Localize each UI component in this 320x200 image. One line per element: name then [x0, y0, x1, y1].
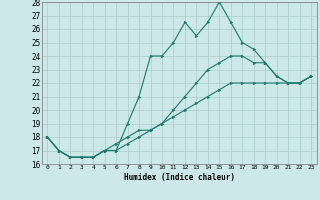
X-axis label: Humidex (Indice chaleur): Humidex (Indice chaleur)	[124, 173, 235, 182]
